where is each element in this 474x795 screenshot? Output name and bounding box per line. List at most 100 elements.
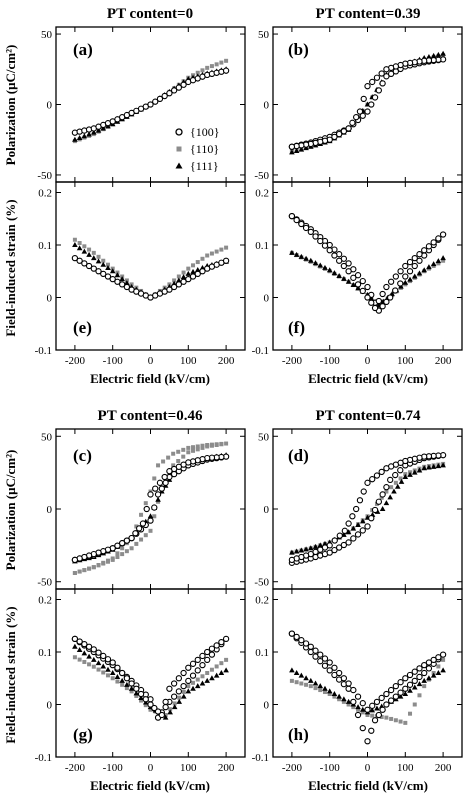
data-point (298, 547, 305, 553)
x-tick-label: 200 (435, 355, 452, 367)
data-point (166, 455, 171, 460)
legend-label-110: {110} (190, 142, 219, 156)
data-point (435, 654, 442, 661)
data-point (440, 255, 446, 261)
data-point (359, 724, 366, 732)
data-point (407, 471, 413, 477)
data-point (170, 680, 178, 687)
data-point (195, 677, 200, 682)
data-point (331, 691, 338, 696)
data-point (304, 682, 309, 687)
data-point (345, 125, 352, 132)
data-point (114, 664, 121, 671)
data-point (425, 243, 433, 250)
data-point (105, 262, 110, 267)
data-point (416, 665, 423, 672)
data-point (308, 257, 314, 263)
data-point (331, 252, 338, 259)
data-point (368, 299, 375, 306)
data-point (100, 261, 107, 267)
data-point (402, 279, 409, 285)
data-point (81, 260, 88, 267)
y-tick-label: 0.1 (38, 647, 52, 659)
data-point (303, 675, 309, 681)
title-pt-046: PT content=0.46 (98, 408, 203, 424)
data-point (335, 669, 343, 677)
data-point (430, 656, 437, 664)
data-point (72, 136, 78, 142)
data-point (180, 81, 187, 88)
data-point (326, 247, 333, 254)
data-point (143, 505, 150, 513)
data-point (139, 512, 144, 517)
series-100 (71, 635, 230, 721)
y-tick-label: 0 (47, 700, 53, 712)
data-point (392, 273, 399, 280)
data-point (411, 273, 418, 279)
data-point (76, 638, 83, 645)
data-point (331, 270, 338, 276)
data-point (219, 60, 224, 65)
data-point (200, 256, 205, 261)
data-point (222, 257, 230, 264)
data-point (139, 520, 147, 527)
data-point (416, 467, 423, 473)
data-point (81, 640, 88, 648)
panel-label: (c) (73, 446, 92, 465)
x-tick-label: -100 (103, 355, 124, 367)
data-point (209, 251, 214, 256)
data-point (402, 691, 409, 696)
data-point (190, 268, 196, 274)
ylabel-polarization-bottom: Polarization (μC/cm²) (3, 450, 18, 571)
series-100 (71, 254, 230, 301)
series-111 (72, 452, 229, 564)
data-point (299, 681, 304, 686)
data-point (143, 533, 148, 538)
data-point (421, 247, 428, 254)
ylabel-polarization-top: Polarization (μC/cm²) (3, 45, 18, 166)
y-tick-label: 0.2 (38, 188, 52, 200)
data-point (426, 264, 432, 270)
data-point (214, 62, 219, 67)
data-point (392, 471, 399, 479)
data-point (336, 272, 342, 278)
data-point (430, 239, 437, 246)
data-point (440, 667, 446, 673)
data-point (368, 515, 375, 522)
data-point (200, 68, 205, 73)
data-point (294, 680, 299, 685)
data-point (195, 260, 200, 265)
data-point (152, 476, 157, 481)
data-point (379, 491, 386, 498)
data-point (180, 682, 187, 690)
data-point (398, 719, 403, 724)
data-point (195, 444, 200, 449)
y-tick-label: 0 (264, 504, 270, 516)
data-point (170, 283, 178, 291)
data-point (132, 530, 139, 537)
data-point (312, 260, 319, 266)
data-point (312, 233, 319, 240)
x-tick-label: 0 (148, 762, 154, 774)
y-tick-label: -50 (37, 577, 52, 589)
data-point (180, 693, 187, 699)
data-point (407, 687, 413, 693)
data-point (411, 684, 418, 690)
data-point (181, 270, 186, 275)
data-point (134, 693, 139, 698)
data-point (293, 148, 300, 153)
data-point (205, 253, 210, 258)
data-point (345, 268, 352, 275)
data-point (398, 478, 405, 484)
data-point (411, 469, 418, 475)
data-point (170, 87, 178, 94)
data-point (209, 667, 214, 672)
data-point (365, 713, 370, 717)
data-point (416, 270, 423, 276)
data-point (199, 652, 206, 660)
data-point (288, 143, 296, 150)
data-point (317, 542, 324, 548)
data-point (76, 257, 83, 264)
data-point (195, 70, 200, 75)
data-point (214, 442, 219, 447)
